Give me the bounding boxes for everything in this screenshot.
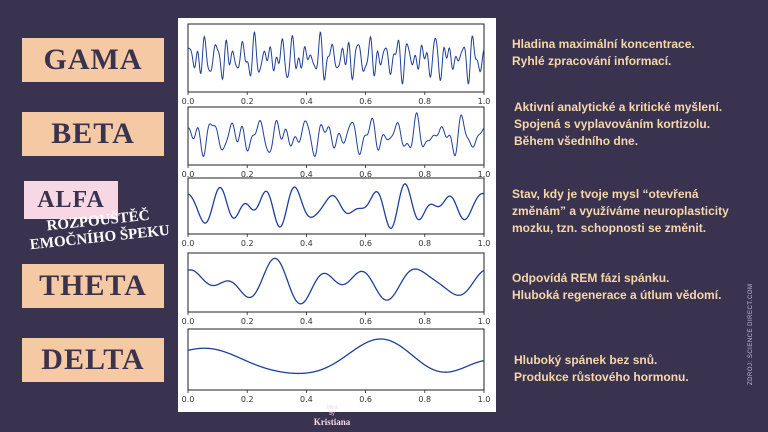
x-tick-label: 0.0 [182, 395, 195, 404]
wave-plots: 0.0 0.2 0.4 0.6 0.8 1.00.0 0.2 0.4 0.6 0.8 1.00.0 0… [182, 23, 491, 404]
x-tick-label: 0.6 [359, 239, 372, 248]
wave-plot-delta: 0.0 0.2 0.4 0.6 0.8 1.0 [182, 328, 491, 404]
x-tick-label: 0.4 [300, 239, 313, 248]
x-tick-label: 1.0 [478, 395, 491, 404]
x-tick-label: 0.6 [359, 317, 372, 326]
x-tick-label: 1.0 [478, 97, 491, 106]
x-tick-label: 0.6 [359, 97, 372, 106]
x-tick-label: 0.0 [182, 170, 195, 179]
x-tick-label: 0.6 [359, 395, 372, 404]
alfa-description: Stav, kdy je tvoje mysl “otevřená změnám… [512, 186, 744, 237]
x-tick-label: 0.0 [182, 317, 195, 326]
wave-plot-gama: 0.0 0.2 0.4 0.6 0.8 1.0 [182, 23, 491, 106]
brand-logo: Mind by Kristiana [297, 405, 367, 427]
beta-description-line-1: Aktivní analytické a kritické myšlení. [514, 100, 723, 114]
alfa-label: ALFA [24, 181, 118, 219]
wave-plots-panel: 0.0 0.2 0.4 0.6 0.8 1.0 0.0 0.2 0.4 0.6 0.8 1.0 0.0 0… [178, 18, 496, 412]
x-tick-label: 0.2 [241, 170, 254, 179]
delta-label: DELTA [22, 338, 164, 382]
gama-description: Hladina maximální koncentrace. Ryhlé zpr… [512, 36, 744, 70]
x-tick-label: 0.4 [300, 395, 313, 404]
theta-description-line-2: Hluboká regenerace a útlum vědomí. [512, 288, 722, 302]
x-tick-label: 0.4 [300, 97, 313, 106]
x-tick-label: 0.0 [182, 239, 195, 248]
beta-label: BETA [22, 112, 164, 156]
theta-description-line-1: Odpovídá REM fázi spánku. [512, 271, 670, 285]
wave-plot-theta: 0.0 0.2 0.4 0.6 0.8 1.0 [182, 252, 491, 326]
logo-bottom: Kristiana [313, 417, 351, 427]
alfa-description-line-1: Stav, kdy je tvoje mysl “otevřená [512, 187, 699, 201]
beta-description-line-2: Spojená s vyplavováním kortizolu. [514, 117, 711, 131]
wave-line [187, 183, 485, 230]
x-tick-label: 0.4 [300, 317, 313, 326]
x-tick-label: 0.2 [241, 239, 254, 248]
wave-line [187, 257, 485, 305]
x-tick-label: 0.0 [182, 97, 195, 106]
delta-description-line-2: Produkce růstového hormonu. [514, 370, 689, 384]
gama-label: GAMA [22, 38, 164, 82]
x-tick-label: 0.2 [241, 97, 254, 106]
wave-plot-alfa: 0.0 0.2 0.4 0.6 0.8 1.0 [182, 177, 491, 248]
beta-description-line-3: Během všedního dne. [514, 134, 639, 148]
delta-description: Hluboký spánek bez snů. Produkce růstové… [514, 352, 746, 386]
x-tick-label: 0.8 [418, 317, 431, 326]
x-tick-label: 0.2 [241, 317, 254, 326]
plot-frame [187, 106, 485, 166]
x-tick-label: 1.0 [478, 239, 491, 248]
x-tick-label: 0.8 [418, 239, 431, 248]
logo-top: Mind [326, 405, 338, 411]
source-credit: ZDROJ: SCIENCE DIRECT.COM [748, 283, 754, 385]
beta-description: Aktivní analytické a kritické myšlení. S… [514, 99, 746, 150]
wave-plot-beta: 0.0 0.2 0.4 0.6 0.8 1.0 [182, 106, 491, 179]
x-tick-label: 0.8 [418, 170, 431, 179]
x-tick-label: 1.0 [478, 317, 491, 326]
alfa-description-line-3: mozku, tzn. schopnosti se změnit. [512, 221, 707, 235]
x-tick-label: 0.6 [359, 170, 372, 179]
wave-line [187, 112, 485, 158]
x-tick-label: 0.8 [418, 395, 431, 404]
plot-frame [187, 23, 485, 93]
plot-frame [187, 328, 485, 391]
theta-description: Odpovídá REM fázi spánku. Hluboká regene… [512, 270, 744, 304]
wave-line [187, 31, 485, 85]
logo-middle: by [329, 411, 335, 417]
gama-description-line-2: Ryhlé zpracování informací. [512, 54, 672, 68]
delta-description-line-1: Hluboký spánek bez snů. [514, 353, 658, 367]
x-tick-label: 0.4 [300, 170, 313, 179]
wave-line [187, 338, 485, 375]
x-tick-label: 1.0 [478, 170, 491, 179]
x-tick-label: 0.8 [418, 97, 431, 106]
theta-label: THETA [22, 264, 164, 308]
x-tick-label: 0.2 [241, 395, 254, 404]
gama-description-line-1: Hladina maximální koncentrace. [512, 37, 695, 51]
alfa-description-line-2: změnám” a využíváme neuroplasticity [512, 204, 729, 218]
